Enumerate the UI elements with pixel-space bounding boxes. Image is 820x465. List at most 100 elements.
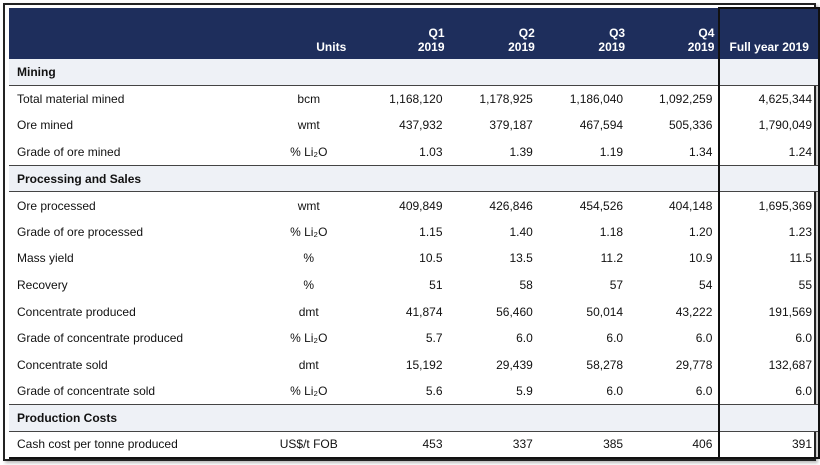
section-full-year-blank [718, 404, 820, 432]
cell-q4: 1,092,259 [659, 92, 713, 107]
table-body: Mining Total material mined bcm 1,168,120 1,… [9, 59, 820, 459]
cell-q1: 41,874 [405, 304, 443, 319]
cell-q1: 1.15 [419, 224, 443, 239]
table-row: Concentrate produced dmt 41,874 56,460 50,01… [9, 298, 820, 325]
header-q4: Q4 2019 [629, 8, 720, 59]
header-q3: Q3 2019 [538, 8, 630, 59]
cell-full-year: 1.24 [718, 138, 820, 166]
cell-q1: 1,168,120 [389, 92, 443, 107]
row-units: US$/t FOB [259, 430, 359, 459]
cell-q4: 6.0 [695, 331, 713, 346]
cell-q1: 409,849 [399, 198, 443, 213]
cell-q1: 10.5 [419, 251, 443, 266]
cell-q4: 29,778 [675, 357, 713, 372]
cell-q2: 56,460 [496, 304, 533, 319]
table-header-row: Units Q1 2019 Q2 2019 Q3 2019 Q4 2019 Full y… [9, 7, 820, 59]
cell-q1: 437,932 [399, 118, 443, 133]
row-label: Grade of ore processed [17, 224, 144, 239]
cell-q1: 453 [358, 430, 449, 459]
header-full-year: Full year 2019 [718, 7, 820, 59]
row-label: Ore processed [17, 198, 96, 213]
cell-q4: 406 [629, 430, 720, 459]
cell-q4: 54 [699, 278, 713, 293]
row-units: % [303, 278, 315, 293]
cell-q3: 467,594 [579, 118, 624, 133]
row-label: Concentrate produced [17, 304, 136, 319]
cell-q2: 1.39 [509, 144, 533, 159]
table-row: Recovery% 51 58 57 54 55 [9, 271, 820, 299]
cell-q2: 5.9 [516, 384, 533, 399]
row-units: % [303, 251, 315, 266]
cell-q1: 5.7 [425, 331, 443, 346]
cell-full-year: 6.0 [718, 378, 820, 405]
cell-q2: 379,187 [489, 118, 533, 133]
cell-q3: 6.0 [606, 331, 624, 346]
cell-q1: 51 [429, 278, 443, 293]
production-table: Units Q1 2019 Q2 2019 Q3 2019 Q4 2019 Full y… [9, 7, 820, 459]
cell-q1: 15,192 [405, 357, 443, 372]
table-row: Ore mined wmt 437,932 379,187 467,594 505,336… [9, 112, 820, 139]
cell-q3: 58,278 [586, 357, 624, 372]
cell-q3: 50,014 [586, 304, 624, 319]
table-row: Grade of ore processed % Li₂O 1.15 1.40 1.18… [9, 218, 820, 246]
cell-full-year: 4,625,344 [718, 85, 820, 113]
cell-q2: 426,846 [489, 198, 533, 213]
row-units: % Li₂O [290, 331, 328, 346]
row-label: Ore mined [17, 118, 74, 133]
row-label: Grade of concentrate produced [17, 331, 184, 346]
cell-q2: 13.5 [509, 251, 533, 266]
section-title: Processing and Sales [9, 164, 720, 193]
row-label: Concentrate sold [17, 357, 108, 372]
row-units: % Li₂O [290, 384, 328, 399]
cell-q4: 1.34 [689, 144, 713, 159]
cell-full-year: 1.23 [718, 218, 820, 246]
row-units: % Li₂O [290, 224, 328, 239]
cell-q3: 385 [538, 430, 630, 459]
cell-q4: 43,222 [675, 304, 713, 319]
header-q2: Q2 2019 [448, 8, 539, 59]
row-label: Cash cost per tonne produced [9, 430, 260, 459]
cell-q3: 1.19 [599, 144, 624, 159]
row-units: dmt [298, 304, 319, 319]
cell-full-year: 1,695,369 [718, 191, 820, 219]
cell-full-year: 391 [718, 430, 820, 459]
cell-q3: 6.0 [606, 384, 624, 399]
section-title: Production Costs [9, 404, 720, 432]
cell-q4: 505,336 [669, 118, 713, 133]
row-label: Total material mined [17, 92, 125, 107]
cell-q2: 337 [448, 430, 539, 459]
table-row: Mass yield% 10.5 13.5 11.2 10.9 11.5 [9, 245, 820, 272]
table-row: Cash cost per tonne produced US$/t FOB 453… [9, 430, 820, 459]
row-label: Recovery [17, 278, 68, 293]
cell-q4: 404,148 [669, 198, 713, 213]
section-row: Production Costs [9, 404, 820, 432]
cell-q2: 29,439 [496, 357, 533, 372]
cell-q1: 1.03 [419, 144, 443, 159]
cell-q2: 6.0 [516, 331, 533, 346]
section-full-year-blank [718, 59, 820, 87]
table-row: Grade of concentrate sold % Li₂O 5.6 5.9 6.0… [9, 378, 820, 405]
row-units: wmt [297, 118, 320, 133]
cell-q3: 1,186,040 [569, 92, 624, 107]
cell-full-year: 6.0 [718, 324, 820, 352]
table-row: Concentrate sold dmt 15,192 29,439 58,278 29,… [9, 351, 820, 379]
header-q1: Q1 2019 [358, 8, 449, 59]
row-label: Grade of ore mined [17, 144, 121, 159]
cell-q2: 1,178,925 [479, 92, 533, 107]
header-units: Units [259, 8, 359, 59]
cell-full-year: 11.5 [718, 245, 820, 272]
cell-q2: 1.40 [509, 224, 533, 239]
section-row: Processing and Sales [9, 164, 820, 193]
cell-full-year: 191,569 [718, 298, 820, 325]
section-full-year-blank [718, 164, 820, 193]
cell-q4: 6.0 [695, 384, 713, 399]
row-units: dmt [298, 357, 319, 372]
table-row: Grade of ore mined % Li₂O 1.03 1.39 1.19 1.34… [9, 138, 820, 166]
cell-q1: 5.6 [425, 384, 443, 399]
section-title: Mining [9, 59, 720, 87]
cell-q3: 11.2 [600, 251, 624, 266]
row-units: bcm [297, 92, 321, 107]
row-units: % Li₂O [290, 144, 328, 159]
table-row: Ore processed wmt 409,849 426,846 454,526 404… [9, 191, 820, 219]
cell-q3: 1.18 [599, 224, 624, 239]
